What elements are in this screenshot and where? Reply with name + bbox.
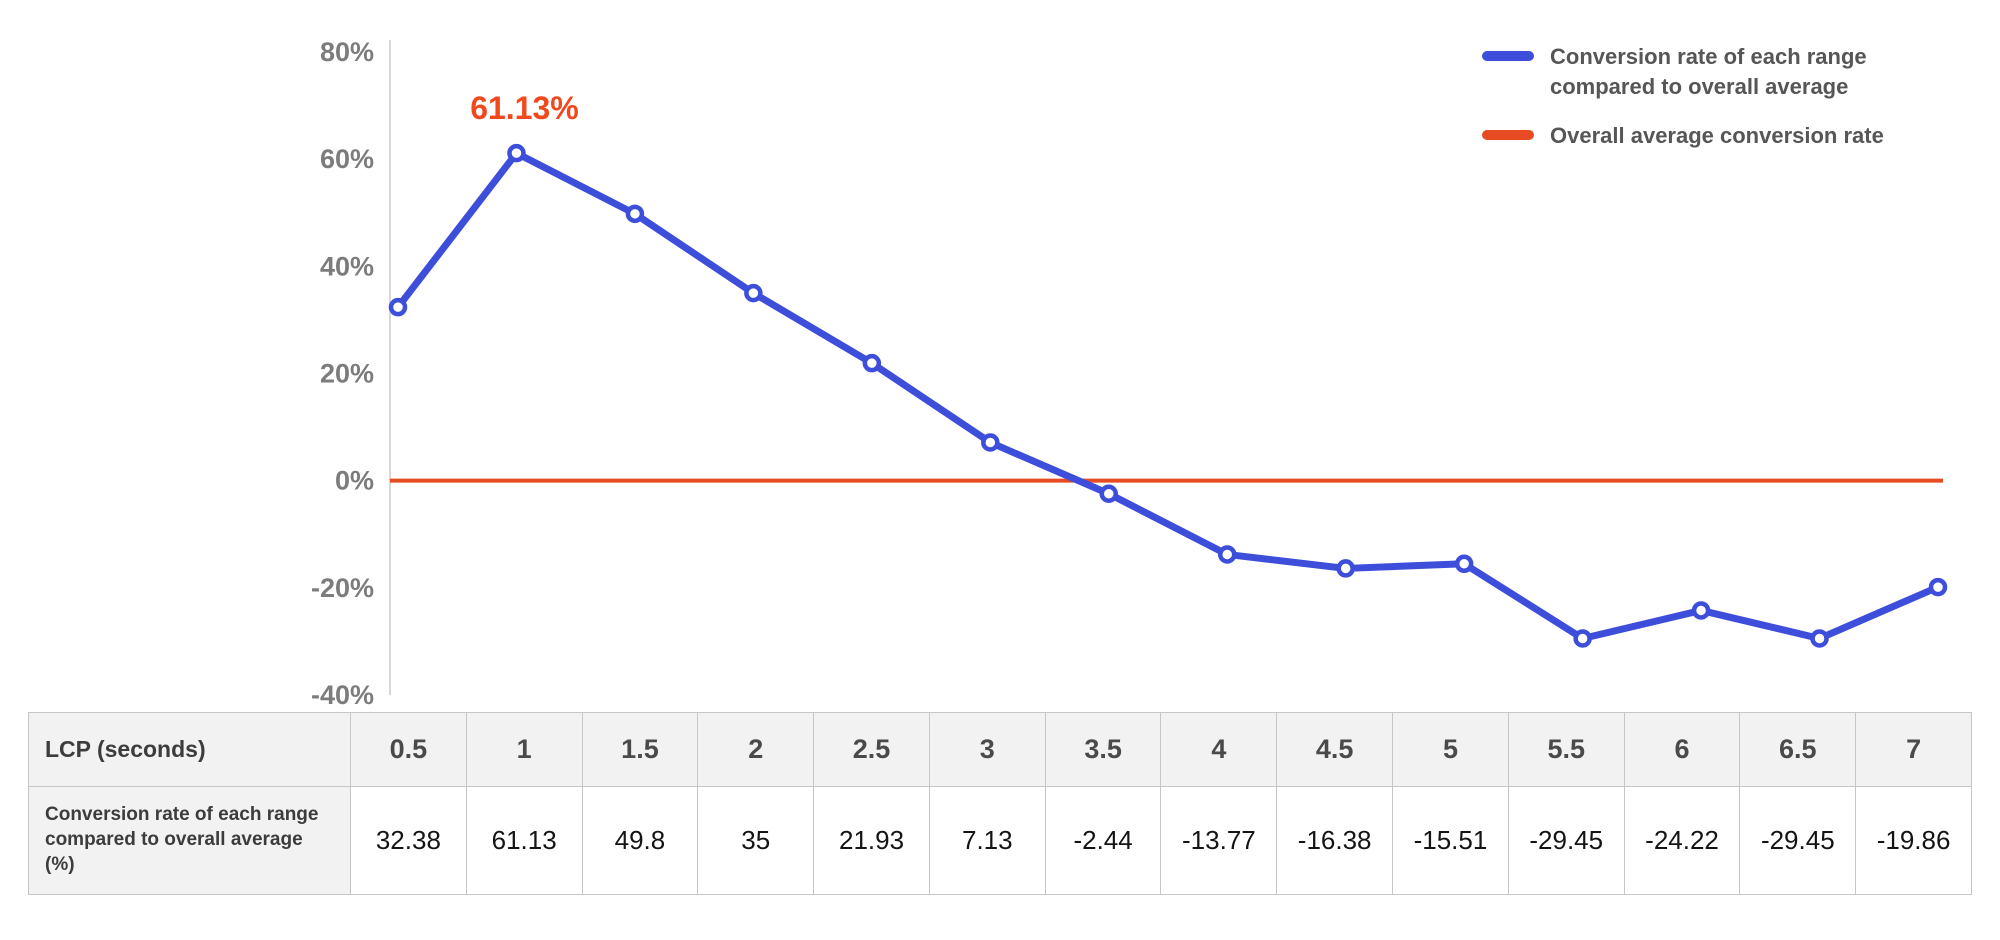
peak-annotation: 61.13%	[470, 90, 579, 126]
data-point-marker	[1217, 545, 1237, 564]
table-value-cell: -24.22	[1624, 787, 1741, 895]
table-col-header: 6	[1624, 713, 1741, 787]
data-point-marker	[1454, 554, 1474, 574]
y-tick-label: 0%	[335, 466, 374, 496]
data-point-marker	[744, 283, 763, 303]
data-point-marker	[981, 433, 1000, 452]
table-col-header: 2.5	[814, 713, 930, 787]
data-point-marker	[1099, 484, 1119, 503]
table-col-header: 1	[466, 713, 583, 787]
table-value-cell: -13.77	[1161, 787, 1278, 895]
table-value-cell: -29.45	[1508, 787, 1625, 895]
table-col-header: 6.5	[1740, 713, 1857, 787]
table-col-header: 0.5	[351, 713, 467, 787]
data-point-marker	[388, 297, 408, 317]
table-col-header: 3	[929, 713, 1046, 787]
table-row-header-lcp: LCP (seconds)	[29, 713, 351, 787]
y-tick-label: 40%	[320, 251, 374, 281]
legend-item-conversion-series: Conversion rate of each range compared t…	[1482, 42, 1938, 101]
data-point-marker	[1928, 577, 1948, 597]
data-point-marker	[625, 204, 645, 224]
legend-item-average-line: Overall average conversion rate	[1482, 121, 1938, 151]
data-point-marker	[1691, 601, 1711, 620]
table-value-cell: -16.38	[1277, 787, 1394, 895]
chart-legend: Conversion rate of each range compared t…	[1482, 42, 1938, 151]
table-col-header: 1.5	[582, 713, 699, 787]
table-col-header: 4	[1161, 713, 1278, 787]
table-value-cell: 7.13	[929, 787, 1046, 895]
table-col-header: 5	[1393, 713, 1509, 787]
y-tick-label: -40%	[311, 680, 374, 710]
conversion-line	[394, 149, 1942, 642]
data-point-marker	[1336, 559, 1355, 578]
y-tick-label: 20%	[320, 359, 374, 389]
data-point-marker	[1810, 629, 1829, 648]
table-col-header: 7	[1856, 713, 1972, 787]
table-value-cell: 49.8	[582, 787, 699, 895]
red-line-swatch-icon	[1482, 130, 1534, 141]
data-point-marker	[507, 143, 526, 163]
table-value-cell: 21.93	[814, 787, 930, 895]
data-point-marker	[862, 353, 882, 373]
legend-label-conversion-series: Conversion rate of each range compared t…	[1550, 44, 1867, 99]
conversion-line-chart: 80% 60% 40% 20% 0% -20% -40% 61.13%	[311, 37, 1948, 710]
blue-line-swatch-icon	[1482, 51, 1534, 61]
data-point-marker	[1573, 629, 1592, 648]
table-value-cell: -2.44	[1045, 787, 1162, 895]
table-value-cell: -29.45	[1740, 787, 1857, 895]
table-value-cell: 32.38	[351, 787, 467, 895]
table-value-cell: 35	[698, 787, 815, 895]
table-value-cell: -15.51	[1393, 787, 1509, 895]
y-tick-label: -20%	[311, 573, 374, 603]
legend-label-average-line: Overall average conversion rate	[1550, 123, 1884, 149]
y-tick-label: 80%	[320, 37, 374, 67]
table-col-header: 5.5	[1508, 713, 1625, 787]
table-row-header-conversion: Conversion rate of each range compared t…	[29, 787, 351, 895]
table-col-header: 3.5	[1045, 713, 1162, 787]
table-col-header: 2	[698, 713, 815, 787]
y-tick-label: 60%	[320, 144, 374, 174]
data-table: LCP (seconds) 0.5 1 1.5 2 2.5 3 3.5 4 4.5 5 5.5 6 6.5…	[28, 712, 1972, 895]
chart-area: 80% 60% 40% 20% 0% -20% -40% 61.13% Conversion …	[311, 37, 1948, 710]
table-col-header: 4.5	[1277, 713, 1394, 787]
table-value-cell: -19.86	[1856, 787, 1972, 895]
table-value-cell: 61.13	[466, 787, 583, 895]
